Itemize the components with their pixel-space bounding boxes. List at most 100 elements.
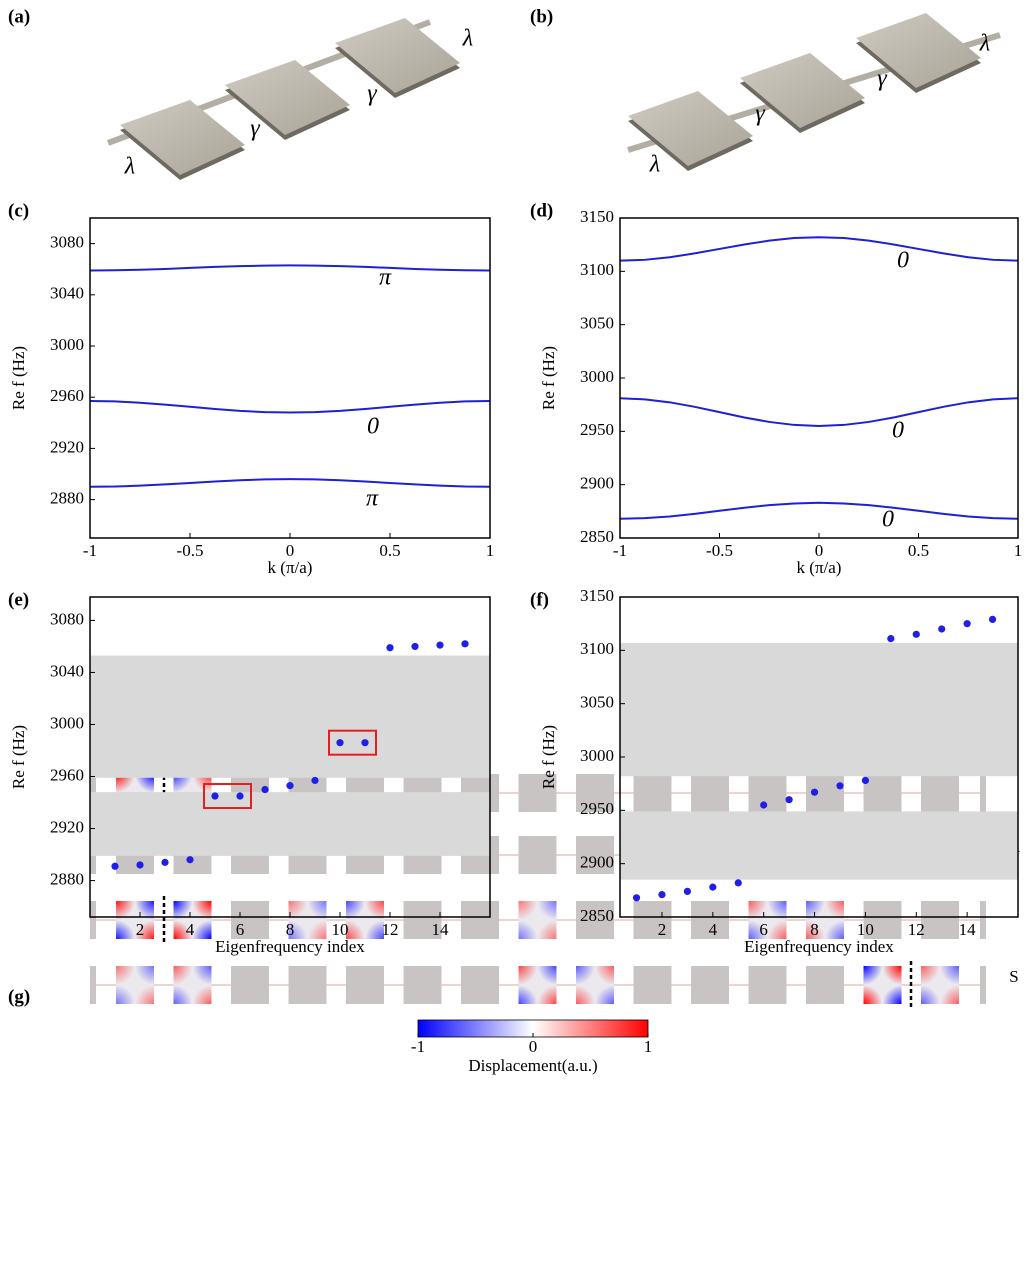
field [825, 901, 844, 920]
field [346, 901, 365, 920]
y-tick-label: 3000 [580, 367, 614, 386]
y-tick-label: 3040 [50, 661, 84, 680]
field [518, 920, 538, 939]
x-tick-label: 1 [486, 541, 495, 560]
point [436, 641, 444, 649]
cell [691, 966, 729, 1004]
band-curve [619, 501, 1019, 520]
y-tick-label: 2960 [50, 765, 84, 784]
highlight-box [328, 729, 377, 756]
field [173, 920, 193, 939]
field [192, 920, 212, 939]
plate [120, 100, 245, 175]
band-curve [89, 264, 491, 272]
cell [231, 966, 269, 1004]
x-tick-label: 4 [709, 920, 718, 939]
point [286, 782, 294, 790]
stub [90, 966, 96, 1004]
field [116, 901, 135, 920]
x-tick-label: -0.5 [706, 541, 733, 560]
cell [518, 774, 557, 812]
y-axis-label: Re f (Hz) [539, 725, 558, 789]
y-tick-label: 2960 [50, 386, 84, 405]
cell [691, 774, 729, 812]
cell [576, 901, 614, 939]
point [760, 801, 768, 809]
point [336, 739, 344, 747]
point [236, 792, 244, 800]
field [173, 774, 193, 793]
cell [748, 966, 787, 1004]
band-curve [89, 478, 491, 488]
y-tick-label: 2920 [50, 437, 84, 456]
x-tick-label: 0.5 [379, 541, 400, 560]
plate [856, 13, 981, 88]
field [192, 966, 212, 985]
x-tick-label: 8 [286, 920, 295, 939]
point [683, 887, 691, 896]
field [882, 966, 902, 985]
highlight-box [203, 783, 252, 810]
cell [921, 774, 959, 812]
field [576, 966, 595, 985]
x-tick-label: -1 [613, 541, 627, 560]
x-tick-label: 10 [857, 920, 874, 939]
field [518, 901, 538, 920]
field [307, 901, 327, 920]
stub [980, 966, 986, 1004]
y-tick-label: 2900 [580, 853, 614, 872]
panel-label: (g) [8, 986, 30, 1007]
point [658, 891, 666, 899]
y-tick-label: 3150 [580, 207, 614, 226]
point [632, 894, 641, 902]
band-gap [620, 811, 1018, 880]
y-tick-label: 3000 [580, 746, 614, 765]
y-tick-label: 3050 [580, 314, 614, 333]
field [806, 901, 825, 920]
structure-label: γ [250, 116, 260, 142]
stub [980, 774, 986, 812]
cell [921, 901, 959, 939]
y-tick-label: 2880 [50, 869, 84, 888]
field [921, 985, 940, 1004]
field [116, 920, 135, 939]
field [192, 901, 212, 920]
point [912, 630, 920, 638]
annotation: 0 [897, 248, 909, 274]
point [111, 862, 119, 870]
x-tick-label: 8 [810, 920, 819, 939]
x-axis-label: k (π/a) [797, 558, 842, 577]
point [136, 861, 144, 869]
cell [806, 966, 844, 1004]
field [882, 985, 902, 1004]
point [988, 615, 997, 624]
point [411, 642, 419, 651]
point [861, 776, 870, 785]
point [785, 796, 793, 804]
x-tick-label: 1 [1014, 541, 1023, 560]
point [211, 792, 219, 800]
y-tick-label: 3000 [50, 335, 84, 354]
field [135, 774, 154, 793]
cell [461, 966, 499, 1004]
point [386, 644, 394, 652]
field [116, 774, 135, 793]
field [863, 966, 883, 985]
field [825, 920, 844, 939]
cell [633, 901, 672, 939]
point [734, 879, 742, 887]
x-axis-label: k (π/a) [268, 558, 313, 577]
panel-label: (c) [8, 200, 29, 221]
point [963, 620, 971, 628]
x-tick-label: 0 [286, 541, 295, 560]
field [173, 985, 193, 1004]
field [173, 966, 193, 985]
plate [740, 53, 865, 128]
point [361, 739, 369, 747]
x-tick-label: 0.5 [908, 541, 929, 560]
field [346, 920, 365, 939]
cell [576, 774, 614, 812]
field [135, 920, 154, 939]
x-tick-label: 10 [332, 920, 349, 939]
x-tick-label: 14 [432, 920, 450, 939]
